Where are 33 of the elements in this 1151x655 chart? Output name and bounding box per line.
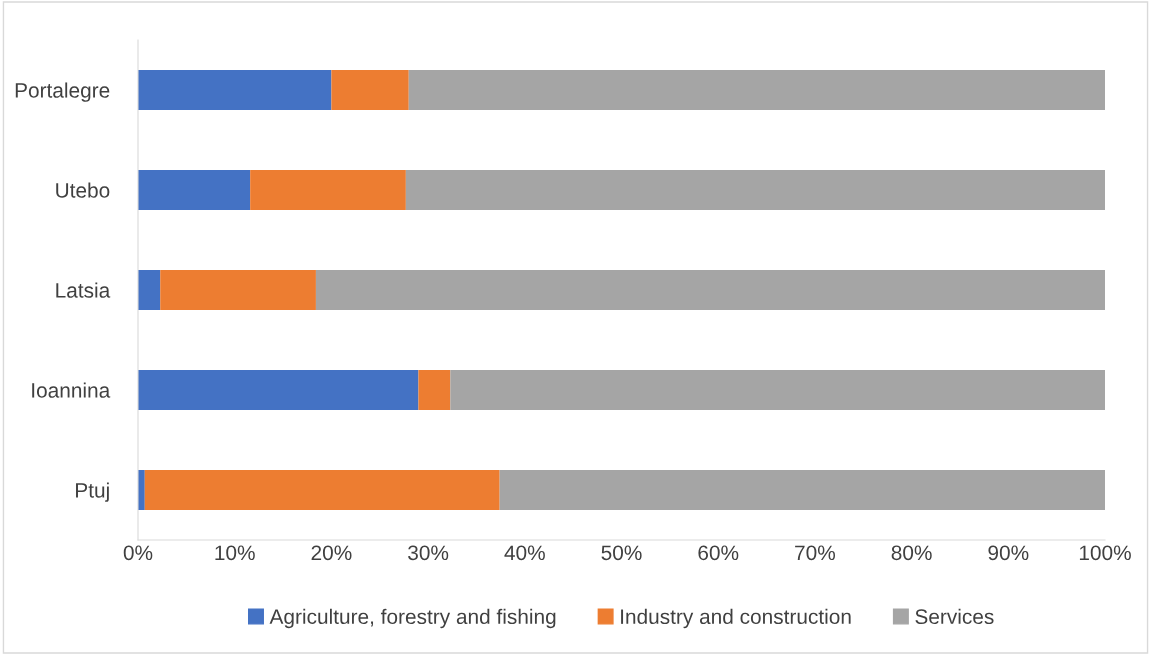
bar <box>405 170 1105 210</box>
x-tick-label: 40% <box>504 545 545 561</box>
x-tick-label: 0% <box>123 545 153 561</box>
x-tick-label: 100% <box>1079 545 1131 561</box>
bar <box>160 270 316 310</box>
bar <box>418 370 451 410</box>
x-tick-label: 50% <box>601 545 642 561</box>
legend-label: Industry and construction <box>621 608 851 629</box>
x-tick-label: 10% <box>215 545 255 561</box>
bar <box>450 370 1105 410</box>
y-tick-label: Latsia <box>56 282 111 298</box>
bar <box>138 370 419 410</box>
x-tick-label: 20% <box>311 545 352 561</box>
bar <box>331 70 409 110</box>
bar <box>138 70 332 110</box>
legend-label: Agriculture, forestry and fishing <box>269 608 556 629</box>
x-tick-label: 60% <box>698 545 739 561</box>
bar <box>499 470 1105 510</box>
bar <box>315 270 1105 310</box>
legend-label: Services <box>915 608 994 625</box>
y-tick-label: Ptuj <box>76 482 109 502</box>
y-tick-label: Utebo <box>56 182 110 198</box>
y-tick-label: Portalegre <box>15 82 110 102</box>
x-tick-label: 30% <box>408 545 449 561</box>
bar <box>144 470 500 510</box>
bar <box>250 170 406 210</box>
bar <box>138 270 161 310</box>
y-tick-label: Ioannina <box>32 382 111 398</box>
x-tick-label: 70% <box>795 545 836 561</box>
bar <box>408 70 1105 110</box>
x-tick-label: 80% <box>891 545 932 561</box>
bar <box>138 170 251 210</box>
x-tick-label: 90% <box>988 545 1029 561</box>
